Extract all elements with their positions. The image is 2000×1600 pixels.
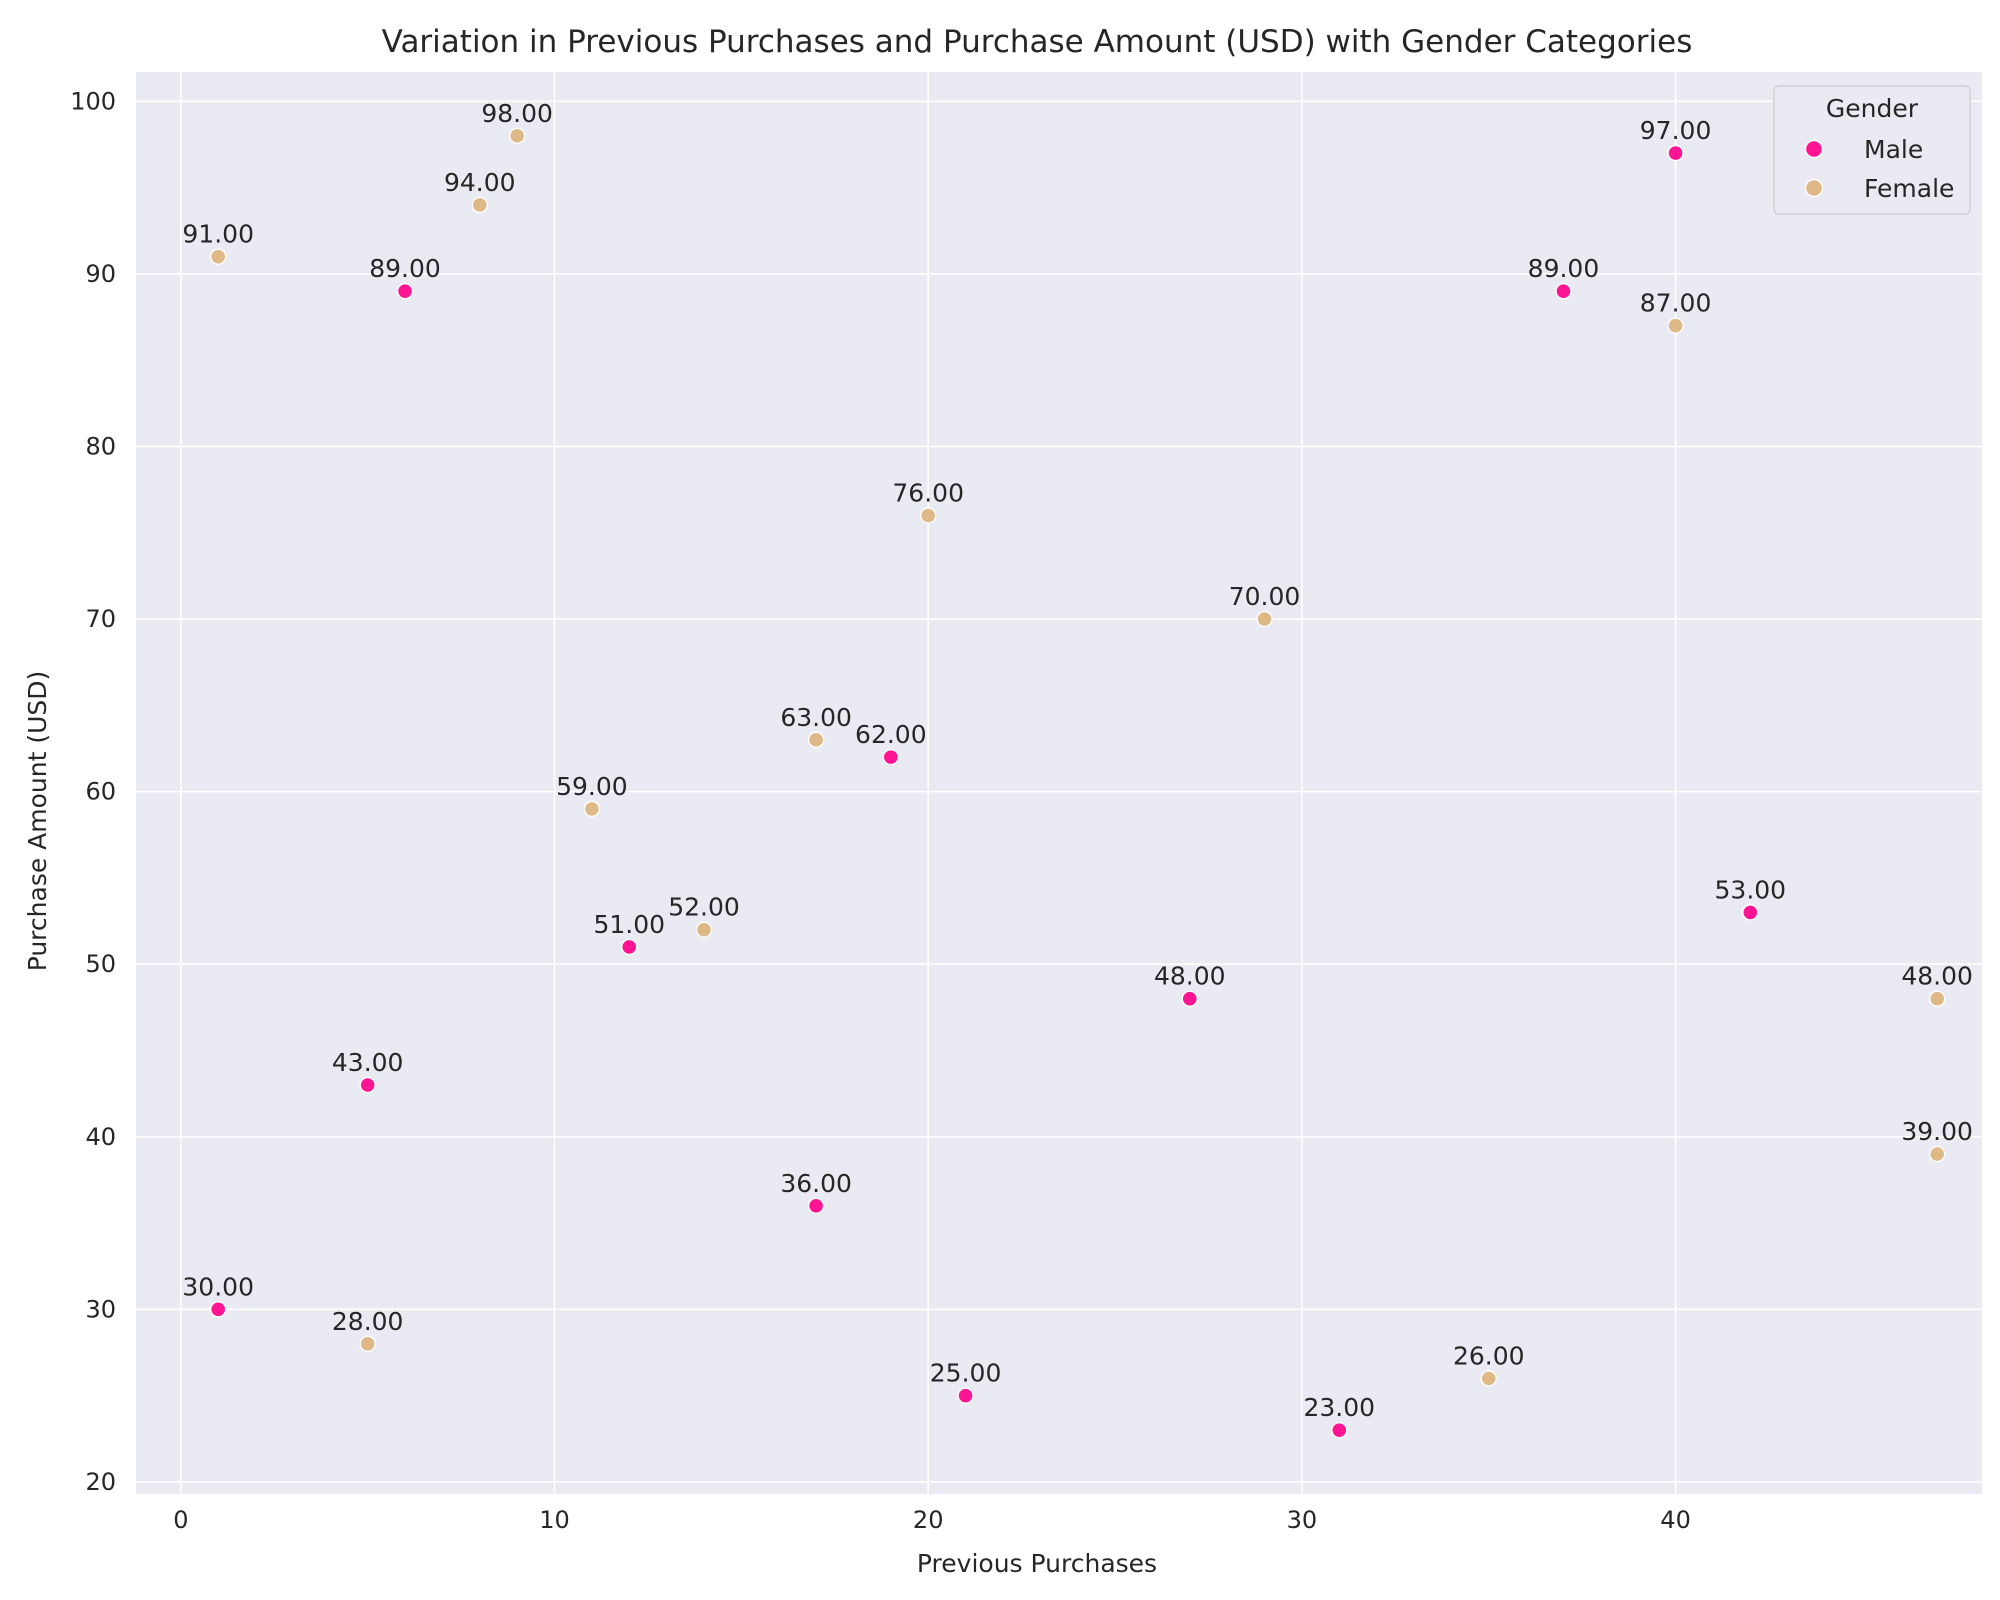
data-label: 89.00 [369, 254, 441, 283]
data-label: 91.00 [182, 220, 254, 249]
data-label: 48.00 [1154, 962, 1226, 991]
data-label: 25.00 [930, 1359, 1002, 1388]
data-point [1256, 610, 1273, 628]
data-point [1480, 1370, 1497, 1387]
data-point [1742, 904, 1759, 921]
y-tick-label: 60 [85, 778, 116, 806]
data-point [1667, 317, 1684, 334]
data-point [583, 800, 601, 818]
data-point [807, 731, 825, 749]
data-point [1181, 990, 1198, 1007]
data-label: 59.00 [556, 772, 628, 801]
data-label: 70.00 [1229, 582, 1301, 611]
data-label: 89.00 [1528, 254, 1600, 283]
data-point [359, 1335, 376, 1353]
plot-background [136, 72, 1982, 1494]
x-tick-label: 10 [539, 1506, 570, 1534]
data-label: 26.00 [1453, 1341, 1525, 1370]
data-point [807, 1197, 825, 1215]
y-tick-label: 70 [85, 605, 116, 633]
y-tick-label: 80 [85, 432, 116, 460]
data-label: 97.00 [1640, 116, 1712, 145]
data-label: 76.00 [892, 479, 964, 508]
data-point [396, 282, 414, 300]
legend-label: Female [1864, 174, 1954, 203]
data-point [210, 1301, 227, 1318]
data-label: 43.00 [332, 1048, 404, 1077]
legend-marker [1804, 178, 1824, 198]
legend-marker [1804, 139, 1824, 159]
data-label: 52.00 [668, 893, 740, 922]
data-point [1928, 990, 1946, 1007]
data-label: 23.00 [1303, 1393, 1375, 1422]
y-tick-label: 50 [85, 950, 116, 978]
data-point [508, 127, 526, 145]
x-tick-label: 30 [1287, 1506, 1318, 1534]
legend-label: Male [1864, 135, 1923, 164]
data-label: 62.00 [855, 720, 927, 749]
data-label: 53.00 [1715, 875, 1787, 904]
y-tick-label: 30 [85, 1295, 116, 1323]
data-point [621, 938, 638, 956]
data-point [695, 921, 713, 938]
data-point [210, 248, 227, 265]
x-axis-label: Previous Purchases [917, 1549, 1157, 1578]
data-point [920, 507, 937, 524]
data-point [359, 1076, 376, 1094]
plot-area [136, 72, 1982, 1494]
data-label: 51.00 [593, 910, 665, 939]
chart-title: Variation in Previous Purchases and Purc… [382, 24, 1693, 60]
y-tick-label: 100 [70, 87, 116, 115]
y-axis-label: Purchase Amount (USD) [23, 671, 52, 972]
data-label: 28.00 [332, 1307, 404, 1336]
data-label: 98.00 [481, 99, 553, 128]
data-point [1331, 1421, 1348, 1439]
data-point [471, 196, 488, 214]
legend-title: Gender [1826, 94, 1919, 123]
legend: Gender Male Female [1773, 85, 1971, 215]
y-tick-label: 90 [85, 260, 116, 288]
data-label: 63.00 [780, 703, 852, 732]
data-label: 39.00 [1901, 1117, 1973, 1146]
data-label: 48.00 [1901, 962, 1973, 991]
data-labels: 30.00 43.00 89.00 51.00 36.00 62.00 25.00 48.00… [182, 99, 1973, 1422]
data-point [1667, 144, 1684, 162]
data-point [882, 748, 900, 766]
data-points [210, 127, 1946, 1439]
gridlines [136, 72, 1982, 1494]
data-point [1555, 282, 1572, 300]
y-tick-label: 20 [85, 1468, 116, 1496]
legend-box [1773, 85, 1971, 215]
x-tick-label: 40 [1660, 1506, 1691, 1534]
data-point [957, 1387, 974, 1404]
x-tick-label: 20 [913, 1506, 944, 1534]
x-tick-label: 0 [173, 1506, 188, 1534]
data-label: 36.00 [780, 1169, 852, 1198]
data-label: 94.00 [444, 168, 516, 197]
data-label: 30.00 [182, 1272, 254, 1301]
data-point [1928, 1145, 1946, 1163]
data-label: 87.00 [1640, 289, 1712, 318]
tick-labels: 0 10 20 30 40 20 30 40 50 60 70 80 90 100 [70, 87, 1691, 1534]
y-tick-label: 40 [85, 1123, 116, 1151]
